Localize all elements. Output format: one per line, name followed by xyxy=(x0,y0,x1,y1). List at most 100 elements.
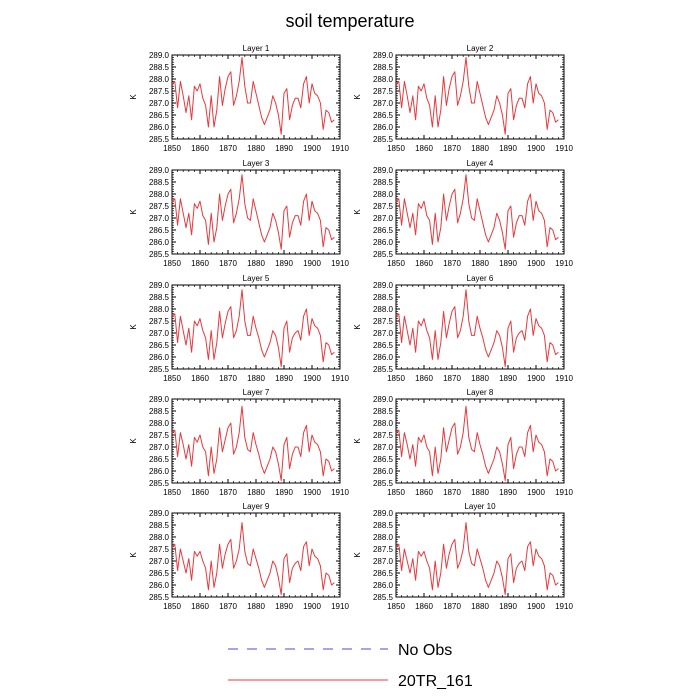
x-tick-label: 1900 xyxy=(303,374,321,383)
x-tick-label: 1910 xyxy=(555,374,573,383)
panel-layer-5: Layer 5 K 285.5 286.0 286.5 287.0 287.5 288.0 28… xyxy=(129,274,349,383)
x-tick-label: 1860 xyxy=(415,488,433,497)
y-tick-label: 286.5 xyxy=(373,226,394,235)
y-tick-label: 287.0 xyxy=(373,557,394,566)
x-tick-label: 1900 xyxy=(303,144,321,153)
y-tick-label: 288.5 xyxy=(373,521,394,530)
x-tick-label: 1880 xyxy=(247,488,265,497)
y-tick-label: 287.0 xyxy=(149,99,170,108)
x-tick-label: 1880 xyxy=(247,374,265,383)
y-tick-label: 287.0 xyxy=(149,329,170,338)
y-tick-label: 285.5 xyxy=(373,250,394,259)
x-tick-label: 1900 xyxy=(303,259,321,268)
y-tick-label: 285.5 xyxy=(149,593,170,602)
x-tick-label: 1880 xyxy=(247,259,265,268)
y-tick-label: 289.0 xyxy=(373,166,394,175)
panel-title: Layer 7 xyxy=(243,388,270,397)
panel-layer-6: Layer 6 K 285.5 286.0 286.5 287.0 287.5 288.0 28… xyxy=(353,274,573,383)
x-tick-label: 1880 xyxy=(471,374,489,383)
x-tick-label: 1850 xyxy=(163,259,181,268)
panel-layer-10: Layer 10 K 285.5 286.0 286.5 287.0 287.5 288.0 2… xyxy=(353,502,573,611)
legend-20tr-161-label: 20TR_161 xyxy=(398,673,473,690)
y-tick-label: 289.0 xyxy=(149,395,170,404)
x-tick-label: 1880 xyxy=(247,144,265,153)
x-tick-label: 1870 xyxy=(443,488,461,497)
x-tick-label: 1910 xyxy=(331,488,349,497)
y-tick-label: 289.0 xyxy=(373,51,394,60)
series-line-20tr-161 xyxy=(395,289,559,368)
y-tick-label: 286.5 xyxy=(149,569,170,578)
panel-title: Layer 6 xyxy=(467,274,494,283)
x-tick-label: 1900 xyxy=(527,602,545,611)
y-tick-label: 289.0 xyxy=(373,395,394,404)
y-tick-label: 286.0 xyxy=(373,581,394,590)
y-tick-label: 289.0 xyxy=(373,281,394,290)
panel-layer-2: Layer 2 K 285.5 286.0 286.5 287.0 287.5 288.0 28… xyxy=(353,44,573,153)
y-tick-label: 289.0 xyxy=(149,166,170,175)
y-tick-label: 287.5 xyxy=(373,87,394,96)
y-tick-label: 286.5 xyxy=(373,111,394,120)
legend-no-obs-label: No Obs xyxy=(398,642,452,659)
y-tick-label: 286.0 xyxy=(373,467,394,476)
y-tick-label: 287.5 xyxy=(373,431,394,440)
x-tick-label: 1850 xyxy=(387,488,405,497)
x-tick-label: 1860 xyxy=(415,144,433,153)
legend: No Obs 20TR_161 xyxy=(228,642,473,690)
y-tick-label: 285.5 xyxy=(373,135,394,144)
y-tick-label: 288.5 xyxy=(373,63,394,72)
y-tick-label: 287.5 xyxy=(149,317,170,326)
y-tick-label: 289.0 xyxy=(149,509,170,518)
y-tick-label: 285.5 xyxy=(149,135,170,144)
x-tick-label: 1900 xyxy=(527,488,545,497)
y-tick-label: 287.0 xyxy=(373,329,394,338)
x-tick-label: 1870 xyxy=(219,602,237,611)
series-line-20tr-161 xyxy=(395,522,559,596)
y-tick-label: 288.0 xyxy=(373,533,394,542)
panel-title: Layer 2 xyxy=(467,44,494,53)
y-tick-label: 288.0 xyxy=(149,75,170,84)
y-axis-label: K xyxy=(129,94,138,100)
y-axis-label: K xyxy=(353,324,362,330)
y-tick-label: 285.5 xyxy=(149,365,170,374)
y-tick-label: 286.0 xyxy=(373,123,394,132)
y-tick-label: 288.5 xyxy=(149,521,170,530)
x-tick-label: 1850 xyxy=(163,144,181,153)
y-tick-label: 287.0 xyxy=(373,99,394,108)
x-tick-label: 1910 xyxy=(331,259,349,268)
x-tick-label: 1890 xyxy=(275,488,293,497)
x-tick-label: 1890 xyxy=(499,144,517,153)
y-tick-label: 288.5 xyxy=(373,178,394,187)
x-tick-label: 1850 xyxy=(163,488,181,497)
y-tick-label: 286.5 xyxy=(149,226,170,235)
series-line-20tr-161 xyxy=(171,405,335,482)
x-tick-label: 1850 xyxy=(387,259,405,268)
x-tick-label: 1850 xyxy=(387,144,405,153)
series-line-20tr-161 xyxy=(395,56,559,135)
y-axis-label: K xyxy=(353,438,362,444)
x-tick-label: 1860 xyxy=(191,374,209,383)
x-tick-label: 1910 xyxy=(555,488,573,497)
y-tick-label: 289.0 xyxy=(149,51,170,60)
x-tick-label: 1880 xyxy=(471,488,489,497)
plot-frame xyxy=(171,54,341,140)
series-line-20tr-161 xyxy=(171,174,335,250)
y-axis-label: K xyxy=(129,324,138,330)
x-tick-label: 1890 xyxy=(275,259,293,268)
x-tick-label: 1890 xyxy=(275,602,293,611)
x-tick-label: 1890 xyxy=(275,144,293,153)
panel-title: Layer 3 xyxy=(243,159,270,168)
y-tick-label: 288.5 xyxy=(373,407,394,416)
x-tick-label: 1910 xyxy=(555,602,573,611)
panel-title: Layer 9 xyxy=(243,502,270,511)
x-tick-label: 1870 xyxy=(443,144,461,153)
y-tick-label: 289.0 xyxy=(373,509,394,518)
y-tick-label: 286.5 xyxy=(149,341,170,350)
y-tick-label: 288.0 xyxy=(149,190,170,199)
y-tick-label: 288.5 xyxy=(149,178,170,187)
x-tick-label: 1860 xyxy=(191,602,209,611)
x-tick-label: 1910 xyxy=(331,602,349,611)
y-tick-label: 286.5 xyxy=(149,111,170,120)
x-tick-label: 1860 xyxy=(191,144,209,153)
panel-grid: Layer 1 K 285.5 286.0 286.5 287.0 287.5 288.0 28… xyxy=(129,44,573,611)
x-tick-label: 1850 xyxy=(163,602,181,611)
